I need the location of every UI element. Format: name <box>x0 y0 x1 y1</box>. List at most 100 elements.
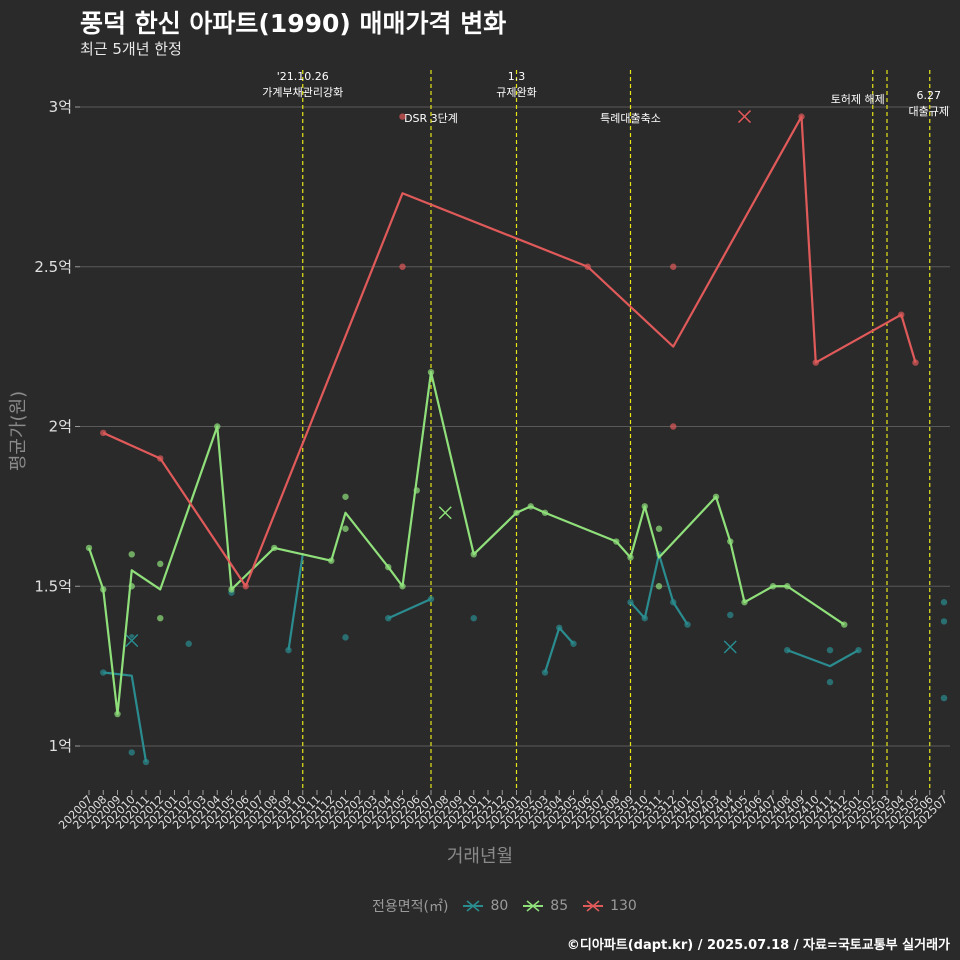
data-point-85 <box>342 493 349 500</box>
legend-label-130: 130 <box>610 898 637 914</box>
data-point-85 <box>271 544 278 552</box>
data-point-130 <box>157 455 164 462</box>
data-point-85 <box>128 551 135 558</box>
data-point-80 <box>855 646 862 654</box>
legend-swatch-80 <box>463 900 484 912</box>
data-point-85 <box>541 509 549 516</box>
data-point-85 <box>712 493 720 500</box>
event-label: 6.27 <box>917 89 942 102</box>
data-point-85 <box>613 538 620 545</box>
event-label: 토허제 해제 <box>831 92 885 106</box>
data-point-80 <box>470 615 477 622</box>
event-label: '21.10.26 <box>277 70 329 83</box>
legend-item-85: 85 <box>522 898 568 914</box>
data-point-85 <box>399 583 406 590</box>
series-line-80 <box>103 671 148 763</box>
series-80 <box>100 551 948 766</box>
legend-item-80: 80 <box>462 898 508 914</box>
event-label: DSR 3단계 <box>404 112 458 125</box>
data-point-85 <box>655 583 663 590</box>
chart-subtitle: 최근 5개년 한정 <box>80 40 182 58</box>
data-point-130 <box>100 429 107 437</box>
legend-label-80: 80 <box>490 898 509 914</box>
event-label: 가계부채관리강화 <box>262 86 343 99</box>
data-point-80 <box>641 615 648 622</box>
data-point-85 <box>627 554 634 561</box>
data-point-85 <box>413 487 420 494</box>
y-tick-label: 2.5억 <box>34 258 72 276</box>
series-line-80 <box>387 598 432 620</box>
data-point-85 <box>427 368 435 376</box>
data-point-130 <box>670 423 677 430</box>
data-point-130 <box>584 263 591 270</box>
data-point-85 <box>128 583 135 590</box>
data-point-85 <box>385 563 392 571</box>
data-point-80 <box>940 694 948 702</box>
data-point-80 <box>570 640 577 647</box>
series-line-80 <box>287 554 304 651</box>
legend-swatch-130 <box>583 900 604 912</box>
data-point-85 <box>727 538 734 545</box>
chart-title: 풍덕 한신 아파트(1990) 매매가격 변화 <box>80 9 507 38</box>
legend-label-85: 85 <box>550 898 569 914</box>
legend-swatch-85 <box>523 900 544 912</box>
data-point-80 <box>285 646 292 654</box>
data-point-85 <box>328 557 335 564</box>
data-point-85 <box>769 583 777 590</box>
data-point-80 <box>128 749 135 756</box>
data-point-130 <box>242 583 249 590</box>
data-point-80 <box>185 640 192 647</box>
data-point-130 <box>670 263 677 270</box>
series-line-130 <box>102 115 917 588</box>
series-line-80 <box>786 649 860 668</box>
y-tick-label: 2억 <box>49 418 72 436</box>
latest-mark-80 <box>723 640 737 654</box>
data-point-85 <box>655 525 663 532</box>
data-point-85 <box>157 615 164 622</box>
data-point-85 <box>841 621 848 628</box>
legend: 전용면적(㎡) 80 85 130 <box>372 896 637 916</box>
data-point-80 <box>826 646 834 654</box>
data-point-130 <box>399 113 406 120</box>
x-axis-label: 거래년월 <box>446 846 514 867</box>
data-point-80 <box>100 669 107 676</box>
data-point-80 <box>385 615 392 622</box>
data-point-85 <box>741 599 748 606</box>
data-point-80 <box>940 618 948 625</box>
data-point-85 <box>85 544 93 552</box>
data-point-80 <box>342 634 349 641</box>
source-caption: ©디아파트(dapt.kr) / 2025.07.18 / 자료=국토교통부 실… <box>566 938 950 953</box>
data-point-130 <box>912 359 919 366</box>
y-tick-label: 3억 <box>49 98 72 116</box>
data-point-85 <box>784 583 791 590</box>
latest-mark-80 <box>125 634 139 648</box>
y-tick-label: 1.5억 <box>34 577 72 595</box>
data-point-80 <box>627 599 634 606</box>
data-point-80 <box>727 611 734 619</box>
data-point-130 <box>812 359 819 366</box>
data-point-85 <box>470 551 477 558</box>
data-point-85 <box>157 560 164 568</box>
data-point-130 <box>798 113 805 120</box>
data-point-130 <box>399 263 406 270</box>
data-point-80 <box>784 646 791 654</box>
data-point-80 <box>940 599 948 606</box>
event-label: 특례대출축소 <box>600 112 661 125</box>
data-point-130 <box>898 311 905 318</box>
series-85 <box>85 368 848 718</box>
data-point-85 <box>214 423 221 430</box>
event-label: 1.3 <box>508 70 526 83</box>
event-label: 규제완화 <box>496 86 536 99</box>
data-point-85 <box>513 509 520 516</box>
latest-mark-85 <box>438 506 452 520</box>
data-point-85 <box>114 710 121 718</box>
data-point-80 <box>556 624 563 631</box>
y-tick-label: 1억 <box>49 737 72 755</box>
data-point-85 <box>342 525 349 532</box>
data-point-80 <box>427 595 435 603</box>
data-point-85 <box>100 586 107 593</box>
y-axis-label: 평균가(원) <box>8 390 29 472</box>
series-line-80 <box>543 626 575 673</box>
data-point-85 <box>641 503 648 510</box>
